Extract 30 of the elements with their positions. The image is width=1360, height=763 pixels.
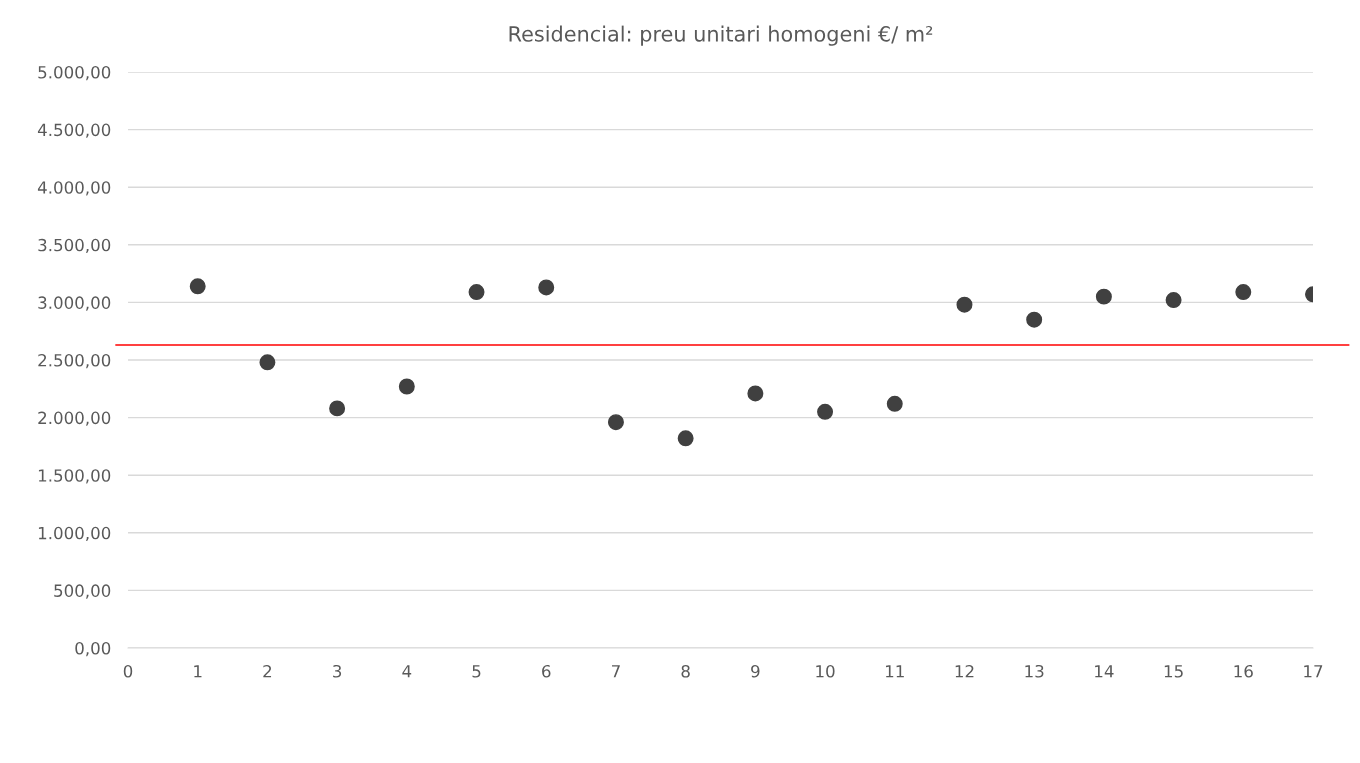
x-tick-label: 3 [333,664,342,678]
x-tick-label: 15 [1164,665,1183,678]
y-tick-label: 3.500,00 [38,238,111,254]
y-tick-label: 4.500,00 [37,123,111,138]
y-tick-label: 500,00 [54,584,111,599]
y-tick-label: 1.500,00 [38,469,111,484]
x-tick-label: 14 [1095,665,1114,678]
x-tick-label: 12 [955,664,974,678]
x-tick-label: 10 [816,664,835,678]
y-tick-label: 3.000,00 [38,296,111,311]
y-tick-label: 5.000,00 [38,65,111,81]
x-tick-label: 7 [612,665,620,678]
chart-title: Residencial: preu unitari homogeni €/ m² [509,25,933,46]
x-tick-label: 5 [472,665,481,678]
x-tick-label: 6 [542,664,551,678]
y-tick-label: 1.000,00 [38,526,111,542]
y-tick-label: 0,00 [75,641,111,657]
x-tick-label: 1 [194,665,202,678]
x-tick-label: 4 [402,665,412,678]
x-tick-label: 16 [1234,664,1253,678]
x-tick-label: 13 [1025,664,1044,678]
x-tick-label: 11 [885,665,904,678]
x-tick-label: 8 [681,664,690,678]
y-tick-label: 2.000,00 [38,411,111,426]
x-tick-label: 9 [751,664,760,678]
x-tick-label: 2 [263,664,272,678]
y-tick-label: 2.500,00 [38,353,111,369]
x-tick-label: 17 [1304,665,1323,678]
x-tick-label: 0 [123,664,133,678]
y-tick-label: 4.000,00 [37,181,111,196]
